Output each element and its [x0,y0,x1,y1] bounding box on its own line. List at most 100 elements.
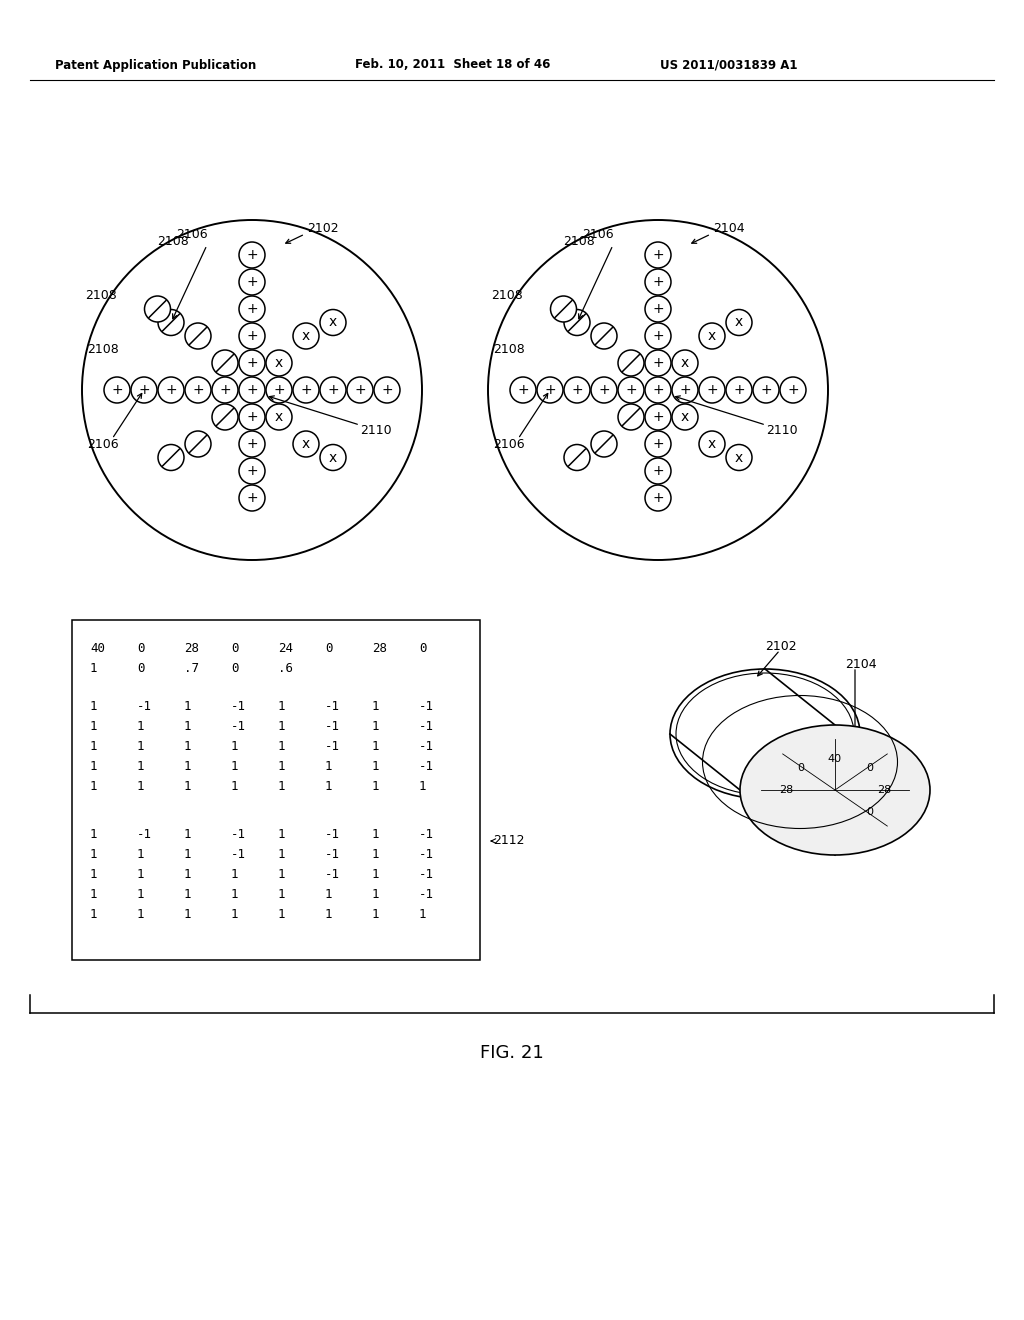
Text: +: + [652,329,664,343]
Text: -1: -1 [419,888,434,902]
Circle shape [239,269,265,294]
Text: 1: 1 [278,760,286,774]
Circle shape [185,323,211,348]
Text: 1: 1 [278,741,286,752]
Circle shape [726,309,752,335]
Text: -1: -1 [419,719,434,733]
Circle shape [212,378,238,403]
Text: -1: -1 [419,760,434,774]
Text: 1: 1 [231,908,239,921]
Text: +: + [300,383,312,397]
Text: x: x [329,315,337,330]
Text: +: + [760,383,772,397]
Circle shape [537,378,563,403]
Text: 28: 28 [779,785,794,795]
Circle shape [374,378,400,403]
Circle shape [131,378,157,403]
Text: 2108: 2108 [492,289,523,302]
Circle shape [319,378,346,403]
Text: 1: 1 [184,760,191,774]
Text: x: x [302,329,310,343]
Text: 2110: 2110 [360,424,391,437]
Circle shape [266,378,292,403]
Text: 28: 28 [372,642,387,655]
Text: -1: -1 [419,828,434,841]
Text: 0: 0 [231,663,239,675]
Text: 1: 1 [372,719,380,733]
Text: 1: 1 [372,760,380,774]
Text: 1: 1 [184,847,191,861]
Text: -1: -1 [419,847,434,861]
Circle shape [239,350,265,376]
Circle shape [726,378,752,403]
Text: 1: 1 [90,719,97,733]
Text: x: x [274,411,283,424]
Text: 2106: 2106 [583,228,613,242]
Text: 1: 1 [184,908,191,921]
Circle shape [780,378,806,403]
Circle shape [564,445,590,470]
Circle shape [618,404,644,430]
Circle shape [293,323,319,348]
Text: +: + [626,383,637,397]
Text: -1: -1 [231,847,246,861]
Text: +: + [652,356,664,370]
Circle shape [618,378,644,403]
Text: 1: 1 [137,847,144,861]
Text: 1: 1 [231,741,239,752]
Text: 1: 1 [278,719,286,733]
Circle shape [591,378,617,403]
Text: -1: -1 [137,828,152,841]
Text: +: + [165,383,177,397]
Circle shape [319,309,346,335]
Circle shape [645,269,671,294]
Text: 1: 1 [278,780,286,793]
Circle shape [564,378,590,403]
Text: 1: 1 [90,869,97,880]
Text: -1: -1 [325,869,340,880]
Text: 0: 0 [419,642,427,655]
Text: 24: 24 [278,642,293,655]
Text: 0: 0 [325,642,333,655]
Circle shape [239,296,265,322]
Text: -1: -1 [231,828,246,841]
Text: +: + [652,248,664,261]
Text: +: + [707,383,718,397]
Text: +: + [652,491,664,506]
Circle shape [672,378,698,403]
Text: 0: 0 [866,808,873,817]
Text: -1: -1 [231,719,246,733]
Text: Patent Application Publication: Patent Application Publication [55,58,256,71]
Text: +: + [193,383,204,397]
Text: +: + [219,383,230,397]
Circle shape [239,404,265,430]
Text: +: + [246,302,258,315]
Text: 0: 0 [797,763,804,772]
Text: 2112: 2112 [493,834,524,847]
Circle shape [645,350,671,376]
Text: x: x [681,411,689,424]
Circle shape [212,404,238,430]
Text: +: + [652,275,664,289]
Text: +: + [733,383,744,397]
Text: 0: 0 [137,663,144,675]
Text: +: + [571,383,583,397]
Circle shape [239,323,265,348]
Text: +: + [544,383,556,397]
Circle shape [645,432,671,457]
Text: +: + [246,437,258,451]
Text: +: + [354,383,366,397]
Circle shape [239,378,265,403]
Text: 1: 1 [90,760,97,774]
Circle shape [726,445,752,470]
Text: US 2011/0031839 A1: US 2011/0031839 A1 [660,58,798,71]
Text: 1: 1 [419,780,427,793]
Text: -1: -1 [419,741,434,752]
Circle shape [239,458,265,484]
Circle shape [645,484,671,511]
Text: 2106: 2106 [493,437,524,450]
Text: 1: 1 [278,908,286,921]
Text: 1: 1 [372,869,380,880]
Text: 0: 0 [866,763,873,772]
Text: 1: 1 [137,869,144,880]
